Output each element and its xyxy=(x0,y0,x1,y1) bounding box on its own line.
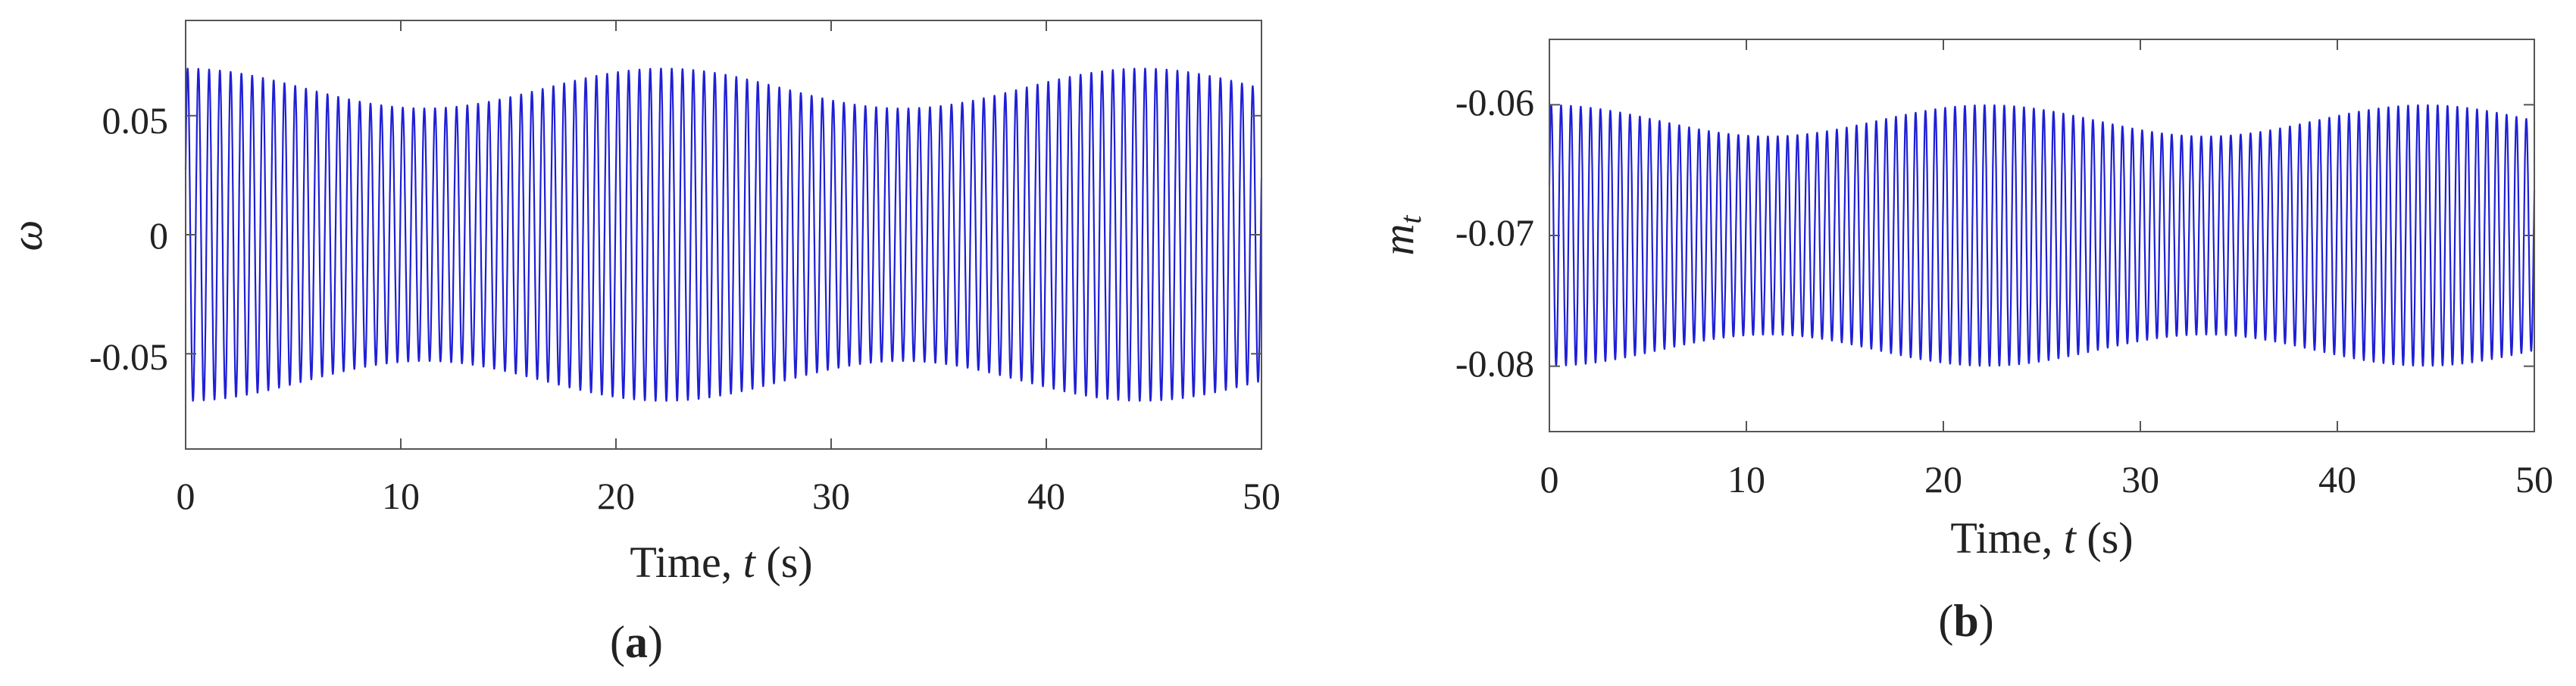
xtick-label: 30 xyxy=(812,475,850,517)
panel-label-a: (a) xyxy=(610,617,663,667)
ytick-label: 0.05 xyxy=(102,99,169,142)
ytick-label: -0.05 xyxy=(89,335,168,378)
x-axis-label-unit: (s) xyxy=(755,538,813,587)
xtick-label: 20 xyxy=(597,475,635,517)
panel-label-paren-open: ( xyxy=(1938,596,1953,646)
xtick-label: 40 xyxy=(1027,475,1065,517)
panel-label-paren-open: ( xyxy=(610,617,625,667)
y-axis-label-a: ω xyxy=(2,220,52,251)
xtick-label: 0 xyxy=(177,475,195,517)
x-axis-label-text: Time, xyxy=(1950,513,2063,563)
panel-b: 0 10 20 30 40 50 -0.06 -0.07 -0.08 mt Ti… xyxy=(1374,39,2553,646)
series-line-a xyxy=(184,67,1263,402)
xtick-label: 50 xyxy=(2515,458,2553,500)
tick-marks-a xyxy=(185,20,1262,449)
y-axis-symbol: m xyxy=(1374,224,1423,256)
series-line-b xyxy=(1548,104,2536,367)
ytick-label: -0.06 xyxy=(1455,81,1534,123)
xtick-label: 30 xyxy=(2121,458,2159,500)
ytick-label: -0.08 xyxy=(1455,342,1534,385)
ytick-label: 0 xyxy=(149,214,168,257)
y-axis-label-b: mt xyxy=(1374,215,1427,256)
tick-marks-b xyxy=(1549,39,2535,432)
panel-label-letter: a xyxy=(625,617,648,667)
y-axis-symbol: ω xyxy=(2,220,52,251)
ytick-label: -0.07 xyxy=(1455,211,1534,254)
y-axis-subscript: t xyxy=(1393,215,1427,224)
x-axis-label-text: Time, xyxy=(630,538,742,587)
xtick-label: 10 xyxy=(1727,458,1765,500)
xtick-label: 50 xyxy=(1243,475,1280,517)
xtick-label: 10 xyxy=(382,475,420,517)
xtick-label: 40 xyxy=(2318,458,2356,500)
plot-area-a xyxy=(184,20,1263,450)
x-axis-label-unit: (s) xyxy=(2076,513,2134,563)
panel-label-b: (b) xyxy=(1938,596,1993,646)
panel-label-letter: b xyxy=(1953,596,1978,646)
x-axis-label-var: t xyxy=(2064,513,2077,563)
panel-a: 0 10 20 30 40 50 0.05 0 -0.05 ω Time, t … xyxy=(2,20,1280,667)
panel-label-paren-close: ) xyxy=(1979,596,1994,646)
x-axis-label-b: Time, t (s) xyxy=(1950,513,2133,563)
x-axis-label-a: Time, t (s) xyxy=(630,538,812,587)
plot-area-b xyxy=(1548,39,2536,432)
xtick-label: 20 xyxy=(1924,458,1962,500)
x-axis-label-var: t xyxy=(743,538,757,587)
panel-label-paren-close: ) xyxy=(648,617,663,667)
xtick-label: 0 xyxy=(1540,458,1559,500)
